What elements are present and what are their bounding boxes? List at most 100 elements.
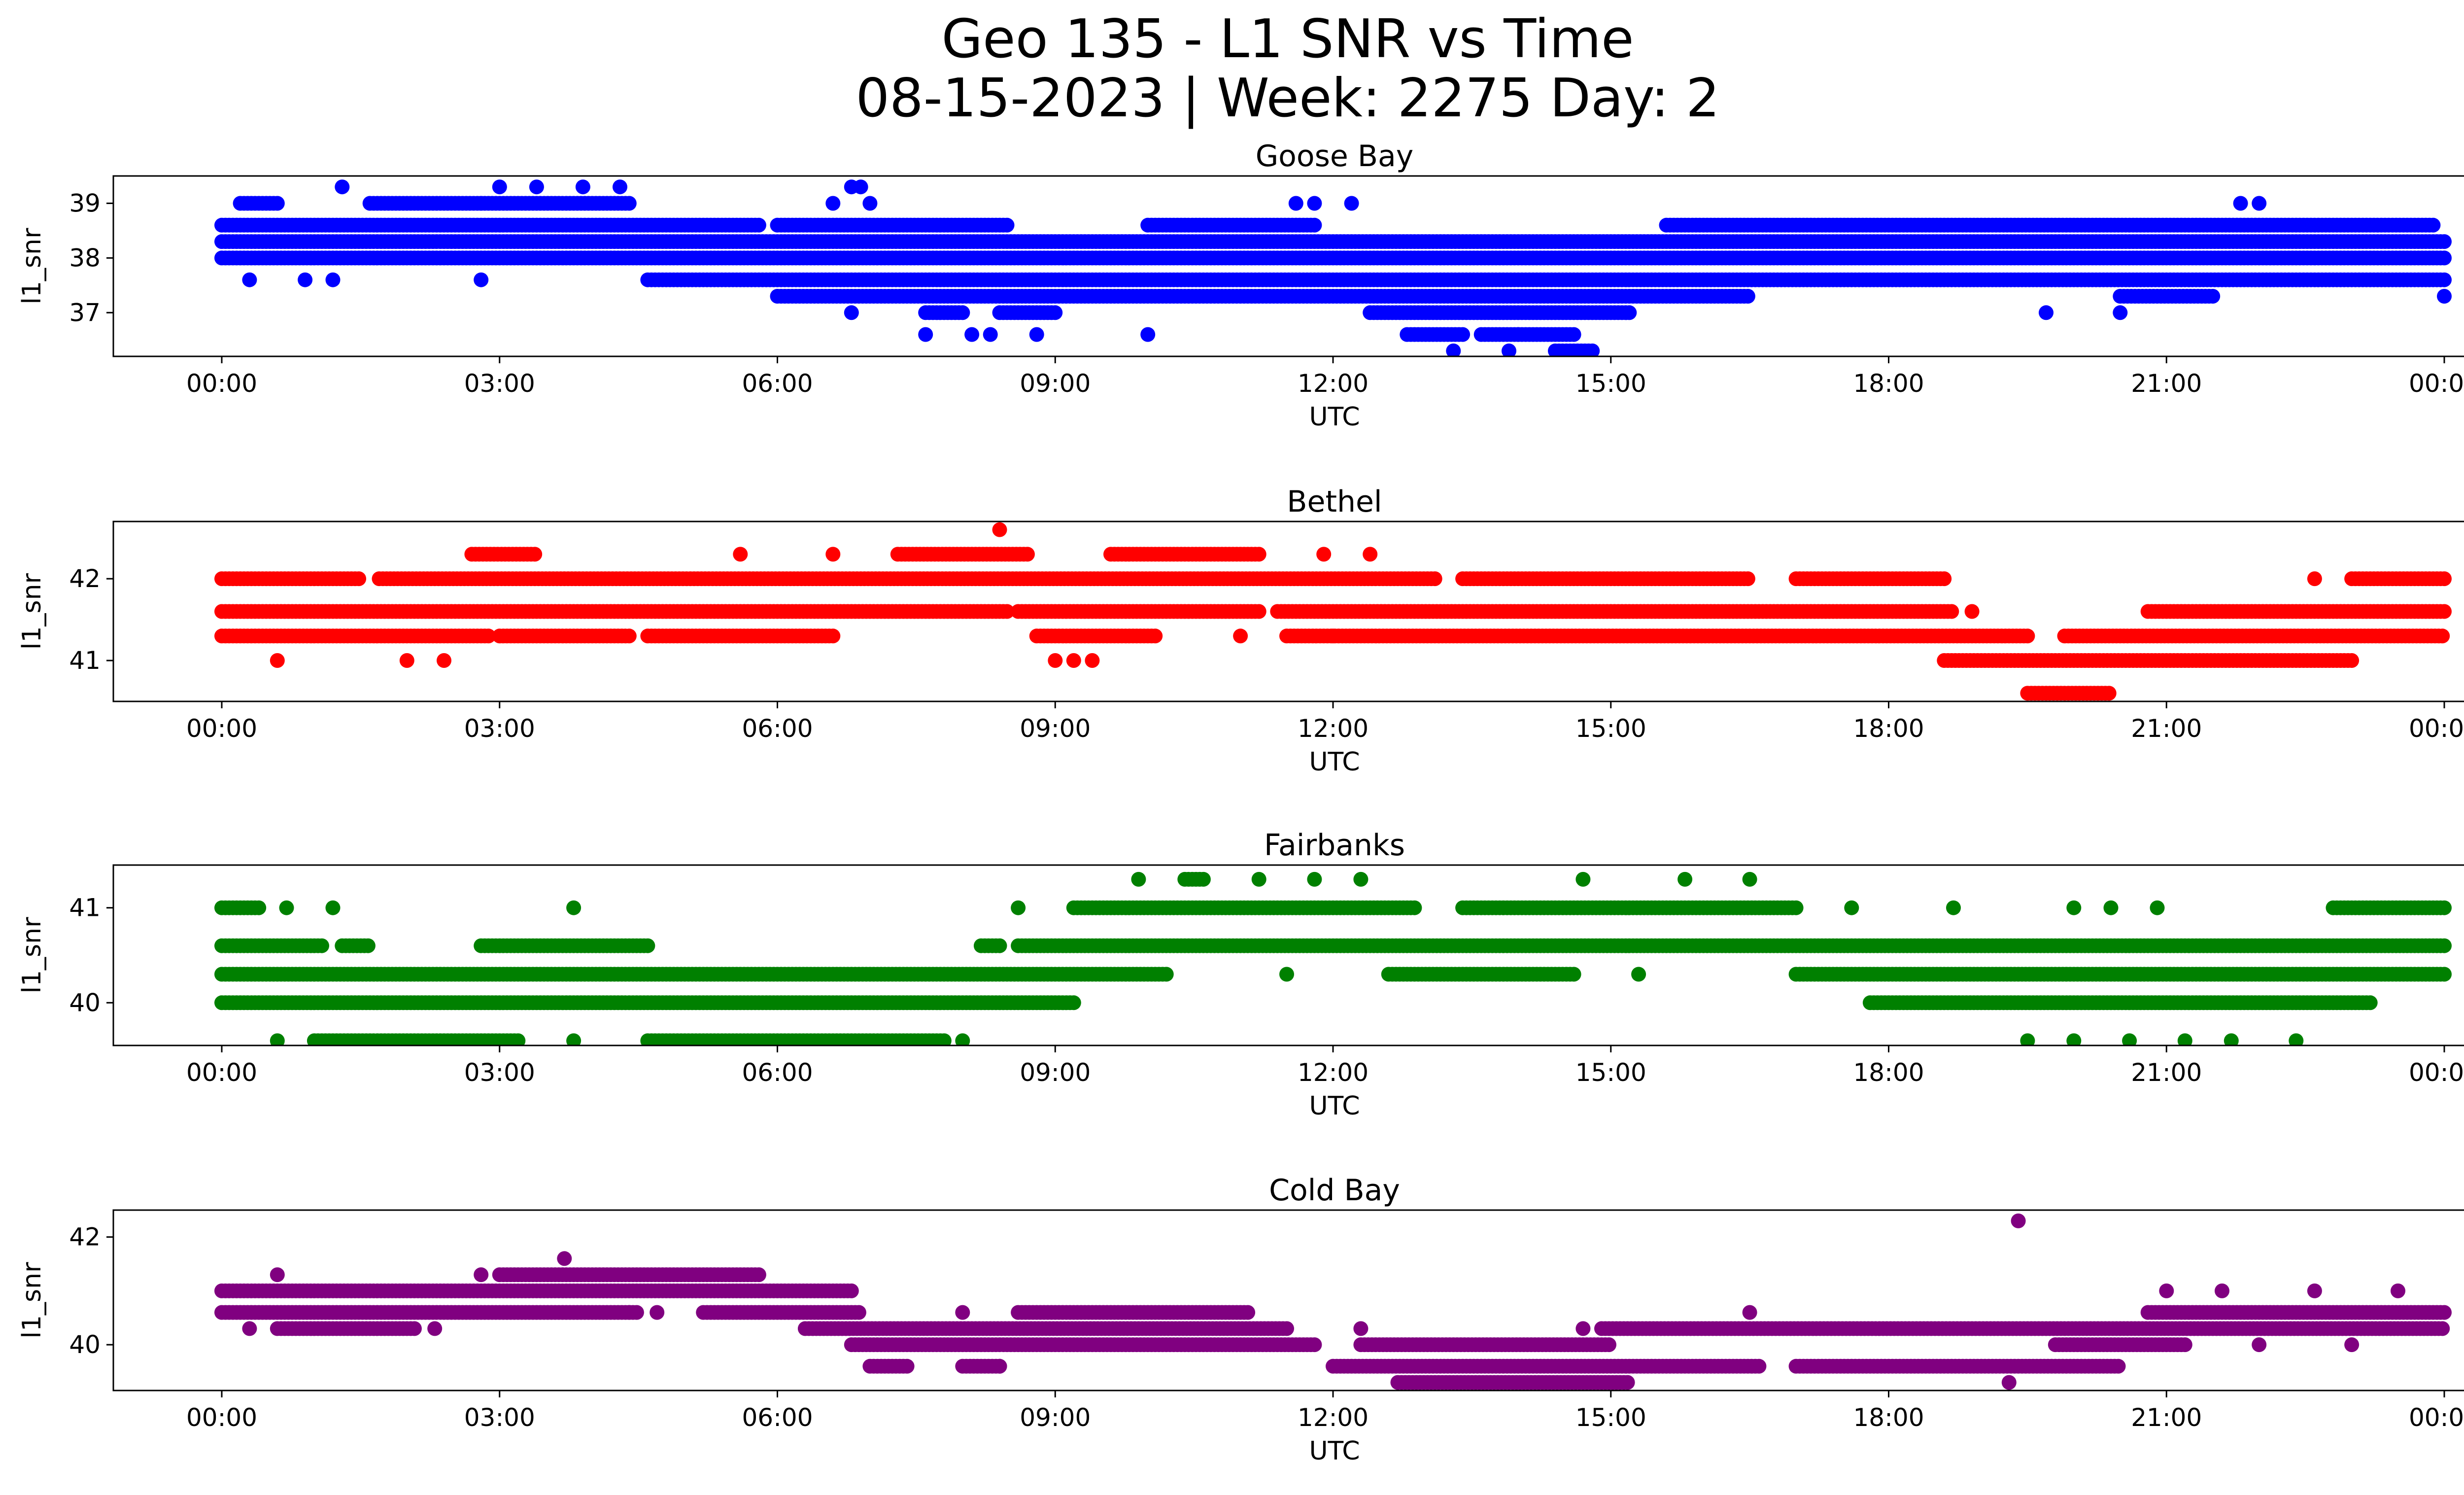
scatter-series-fairbanks	[214, 871, 2452, 1045]
data-point	[1510, 327, 1526, 342]
data-point	[1566, 327, 1581, 342]
y-tick-label: 41	[69, 646, 101, 675]
data-point	[1363, 547, 1378, 562]
data-point	[2113, 305, 2128, 320]
data-point	[992, 522, 1007, 537]
x-tick-label: 12:00	[1298, 369, 1369, 398]
data-point	[2101, 686, 2117, 701]
data-point	[1048, 305, 1063, 320]
data-point	[2437, 571, 2452, 587]
data-point	[1502, 343, 1516, 356]
data-point	[955, 305, 970, 320]
data-point	[1251, 547, 1266, 562]
data-point	[335, 179, 350, 195]
data-point	[481, 628, 496, 644]
data-point	[474, 272, 489, 287]
data-point	[437, 653, 451, 668]
subplot-title: Goose Bay	[1256, 139, 1414, 174]
x-tick-label: 18:00	[1853, 369, 1924, 398]
x-tick-label: 21:00	[2131, 714, 2202, 743]
data-point	[2426, 217, 2441, 233]
data-point	[613, 179, 627, 195]
data-point	[2437, 604, 2452, 619]
x-tick-label: 21:00	[2131, 369, 2202, 398]
data-point	[399, 653, 414, 668]
data-point	[2437, 234, 2452, 249]
data-point	[751, 217, 766, 233]
y-tick-label: 42	[69, 564, 101, 593]
data-point	[1964, 604, 1980, 619]
data-point	[999, 604, 1015, 619]
x-axis-label: UTC	[1309, 402, 1360, 432]
data-point	[640, 938, 655, 953]
data-point	[298, 272, 313, 287]
data-point	[964, 327, 980, 342]
data-point	[1251, 604, 1266, 619]
data-point	[1944, 604, 1959, 619]
x-tick-label: 00:00	[186, 714, 257, 743]
data-point	[1316, 547, 1332, 562]
x-tick-label: 03:00	[464, 369, 535, 398]
data-point	[992, 938, 1007, 953]
data-point	[2039, 305, 2053, 320]
data-point	[1326, 628, 1340, 644]
scatter-series-goose-bay	[214, 179, 2452, 356]
x-tick-label: 09:00	[1020, 369, 1091, 398]
x-tick-label: 00:00	[186, 369, 257, 398]
plot-frame	[112, 521, 2464, 702]
data-point	[1029, 327, 1044, 342]
y-tick-label: 37	[69, 298, 101, 327]
data-point	[314, 938, 329, 953]
data-point	[527, 547, 543, 562]
data-point	[1307, 196, 1322, 211]
data-point	[1585, 343, 1600, 356]
y-tick-label: 38	[69, 243, 101, 272]
y-axis-label: l1_snr	[17, 573, 47, 650]
data-point	[1066, 653, 1081, 668]
y-axis-label: l1_snr	[17, 228, 47, 305]
figure-title-line-2: 08-15-2023 | Week: 2275 Day: 2	[856, 68, 1720, 129]
data-point	[1020, 547, 1035, 562]
data-point	[2437, 938, 2452, 953]
chart-panel-goose-bay: Goose Bay 37 38 39 00:00 03:00 06:00 09:00 12:00…	[17, 139, 2464, 432]
figure-title: Geo 135 - L1 SNR vs Time 08-15-2023 | We…	[0, 10, 2464, 128]
data-point	[1233, 628, 1248, 644]
data-point	[825, 547, 841, 562]
data-point	[621, 196, 637, 211]
data-point	[2205, 289, 2221, 304]
data-point	[360, 938, 376, 953]
x-tick-label: 06:00	[742, 369, 813, 398]
scatter-series-bethel	[214, 522, 2452, 701]
data-point	[2437, 289, 2452, 304]
x-tick-label: 00:00	[2409, 714, 2464, 743]
data-point	[1427, 571, 1442, 587]
data-point	[983, 327, 998, 342]
data-point	[2233, 196, 2248, 211]
y-tick-label: 39	[69, 189, 101, 217]
data-point	[1455, 327, 1471, 342]
data-point	[2435, 628, 2450, 644]
data-point	[351, 571, 367, 587]
data-point	[325, 272, 341, 287]
subplot-title: Fairbanks	[1264, 828, 1405, 863]
x-tick-label: 15:00	[1575, 714, 1646, 743]
data-point	[621, 628, 637, 644]
data-point	[999, 217, 1015, 233]
data-point	[1148, 628, 1163, 644]
data-point	[844, 305, 859, 320]
data-point	[1446, 343, 1461, 356]
subplot-title: Bethel	[1287, 485, 1382, 519]
x-tick-label: 03:00	[464, 714, 535, 743]
x-tick-label: 00:00	[2409, 369, 2464, 398]
data-point	[1048, 653, 1063, 668]
data-point	[2307, 571, 2322, 587]
data-point	[270, 196, 285, 211]
data-point	[1307, 217, 1322, 233]
data-point	[918, 327, 933, 342]
plot-frame	[112, 175, 2464, 357]
data-point	[529, 179, 544, 195]
data-point	[2437, 250, 2452, 266]
data-point	[1140, 327, 1156, 342]
